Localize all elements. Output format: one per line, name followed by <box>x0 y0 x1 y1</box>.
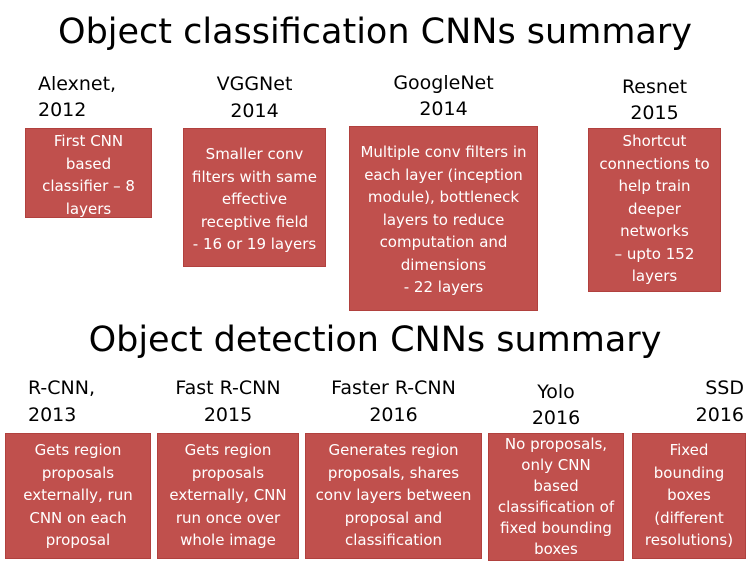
box-text-line: effective <box>221 190 288 208</box>
yolo-box: No proposals, only CNN based classification… <box>488 433 624 561</box>
box-text-line: boxes <box>667 486 711 504</box>
box-text-line: receptive field <box>200 212 309 231</box>
faster-rcnn-box: Generates region proposals, shares conv la… <box>305 433 482 559</box>
box-text-line: classification of <box>497 498 615 516</box>
alexnet-box: First CNN based classifier – 8 layers <box>25 128 152 218</box>
resnet-year: 2015 <box>630 102 679 124</box>
box-text-line: networks <box>620 222 689 240</box>
box-text-line: classification <box>344 531 443 549</box>
box-text-line: fixed bounding <box>500 519 612 537</box>
box-text-line: – upto 152 <box>614 244 695 263</box>
box-text-line: Gets region <box>184 441 272 459</box>
box-text-line: Generates region <box>328 441 459 459</box>
yolo-name: Yolo <box>537 381 575 403</box>
googlenet-box: Multiple conv filters in each layer (ince… <box>349 126 538 311</box>
fast-rcnn-box: Gets region proposals externally, CNN run o… <box>157 433 299 559</box>
rcnn-box: Gets region proposals externally, run CNN o… <box>5 433 151 559</box>
box-text-line: proposals <box>191 463 265 482</box>
box-text-line: Shortcut <box>622 132 687 150</box>
resnet-box: Shortcut connections to help train deeper ne… <box>588 128 721 292</box>
box-text-line: proposal <box>45 531 111 549</box>
resnet-name: Resnet <box>621 76 688 98</box>
box-text-line: Smaller conv <box>205 145 304 163</box>
faster-rcnn-year: 2016 <box>369 404 418 426</box>
box-text-line: (different <box>654 508 724 527</box>
box-text-line: computation and <box>379 233 508 251</box>
box-text-line: only CNN <box>521 456 591 474</box>
box-text-line: proposal and <box>344 508 443 527</box>
box-text-line: - 22 layers <box>403 278 484 296</box>
box-text-line: conv layers between <box>315 486 472 504</box>
box-text-line: bounding <box>653 463 725 482</box>
fast-rcnn-name: Fast R-CNN <box>175 377 281 399</box>
ssd-box: Fixed bounding boxes (different resolutions) <box>632 433 746 559</box>
alexnet-year: 2012 <box>38 99 87 121</box>
vggnet-name: VGGNet <box>216 73 293 95</box>
box-text-line: layers to reduce <box>382 210 505 229</box>
box-text-line: connections to <box>599 154 710 173</box>
box-text-line: classifier – 8 <box>42 177 135 195</box>
box-text-line: whole image <box>180 531 276 549</box>
ssd-name: SSD <box>705 377 744 399</box>
box-text-line: based <box>65 154 112 173</box>
fast-rcnn-year: 2015 <box>203 404 253 426</box>
box-text-line: layers <box>65 199 112 218</box>
rcnn-year: 2013 <box>28 404 77 426</box>
yolo-year: 2016 <box>531 407 581 429</box>
detection-title: Object detection CNNs summary <box>88 320 662 360</box>
box-text-line: resolutions) <box>644 531 734 549</box>
box-text-line: proposals <box>41 463 115 482</box>
ssd-year: 2016 <box>695 404 744 426</box>
box-text-line: each layer (inception <box>364 165 523 184</box>
rcnn-name: R-CNN, <box>28 377 96 399</box>
box-text-line: layers <box>631 267 678 285</box>
vggnet-box: Smaller conv filters with same effective re… <box>183 128 326 267</box>
alexnet-name: Alexnet, <box>38 73 117 95</box>
box-text-line: - 16 or 19 layers <box>192 235 317 253</box>
box-text-line: proposals, shares <box>327 463 460 482</box>
box-text-line: Fixed <box>669 441 709 459</box>
box-text-line: Multiple conv filters in <box>360 143 527 161</box>
googlenet-year: 2014 <box>419 98 468 120</box>
box-text-line: externally, CNN <box>169 486 287 504</box>
box-text-line: filters with same <box>192 167 317 186</box>
vggnet-year: 2014 <box>230 100 279 122</box>
classification-title: Object classification CNNs summary <box>58 12 692 52</box>
box-text-line: module), bottleneck <box>367 188 520 206</box>
box-text-line: run once over <box>175 508 281 527</box>
box-text-line: boxes <box>534 540 578 558</box>
box-text-line: No proposals, <box>504 435 608 453</box>
box-text-line: Gets region <box>34 441 122 459</box>
box-text-line: dimensions <box>400 255 487 274</box>
googlenet-name: GoogleNet <box>393 72 494 94</box>
box-text-line: help train <box>618 177 691 195</box>
faster-rcnn-name: Faster R-CNN <box>331 377 456 399</box>
box-text-line: based <box>533 477 579 495</box>
box-text-line: CNN on each <box>29 508 127 527</box>
box-text-line: externally, run <box>23 486 133 504</box>
box-text-line: First CNN <box>53 132 124 150</box>
box-text-line: deeper <box>628 199 681 218</box>
